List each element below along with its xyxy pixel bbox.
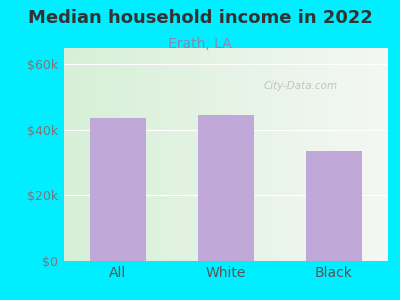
Bar [306,151,362,261]
Bar [90,118,146,261]
Bar [198,115,254,261]
Text: Median household income in 2022: Median household income in 2022 [28,9,372,27]
Text: City-Data.com: City-Data.com [264,81,338,91]
Text: Erath, LA: Erath, LA [168,38,232,52]
